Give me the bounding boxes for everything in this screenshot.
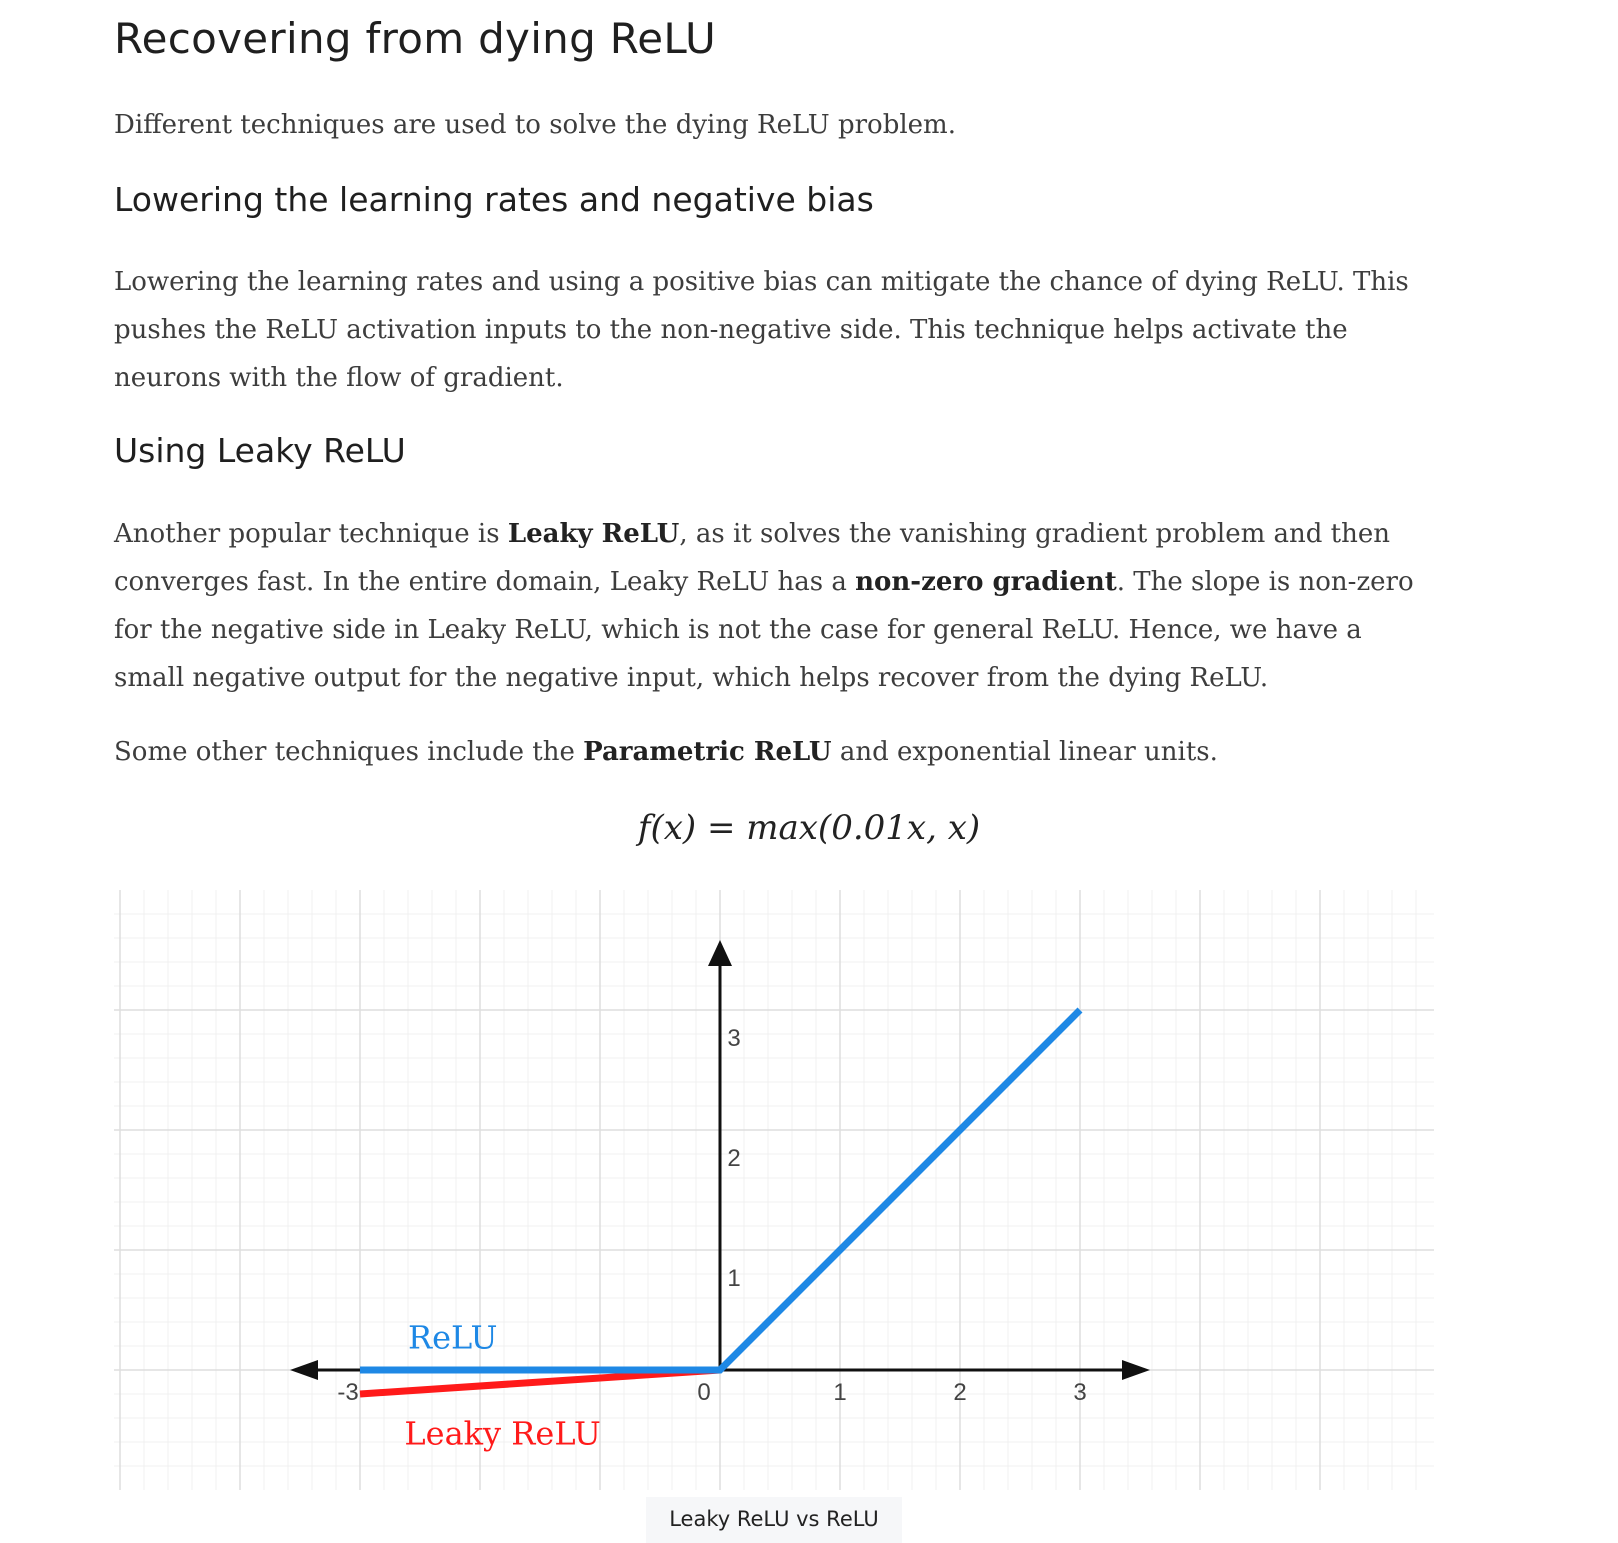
x-tick-label: 1	[833, 1379, 846, 1406]
non-zero-gradient-term: non-zero gradient	[855, 567, 1117, 597]
x-tick-label: -3	[337, 1379, 358, 1406]
chart-series	[359, 1007, 1083, 1398]
chart-tick-labels: -3 0 1 2 3 1 2 3	[337, 1025, 1086, 1406]
figure-caption: Leaky ReLU vs ReLU	[646, 1497, 902, 1543]
leaky-relu-paragraph: Another popular technique is Leaky ReLU,…	[114, 510, 1434, 702]
parametric-relu-term: Parametric ReLU	[583, 737, 832, 767]
page-title: Recovering from dying ReLU	[114, 14, 717, 63]
x-tick-label: 3	[1073, 1379, 1086, 1406]
leaky-relu-term: Leaky ReLU	[507, 519, 680, 549]
chart-series-labels: ReLU Leaky ReLU	[404, 1318, 600, 1452]
leaky-relu-formula: f(x) = max(0.01x, x)	[637, 808, 981, 848]
y-tick-label: 2	[727, 1145, 740, 1172]
y-tick-label: 3	[727, 1025, 740, 1052]
x-tick-label: 0	[697, 1379, 710, 1406]
intro-paragraph: Different techniques are used to solve t…	[114, 110, 956, 140]
chart-axes	[290, 940, 1150, 1380]
x-axis-arrow-right	[1122, 1360, 1150, 1380]
section-lowering-paragraph: Lowering the learning rates and using a …	[114, 267, 1409, 393]
leaky-relu-label: Leaky ReLU	[404, 1414, 600, 1452]
x-tick-label: 2	[953, 1379, 966, 1406]
series-line-relu	[360, 1007, 1083, 1374]
relu-chart: -3 0 1 2 3 1 2 3 ReLU Leaky ReLU	[114, 890, 1434, 1490]
leaky-text-1: Another popular technique is	[114, 519, 508, 549]
y-axis-arrow-up	[708, 940, 732, 966]
series-line-leaky-relu	[359, 1366, 721, 1398]
leaky-text-3: . The slope is non-zero for the negative…	[114, 567, 1414, 693]
leaky-text-2: , as it solves the vanishing gradient pr…	[114, 519, 1391, 597]
other-text-2: and exponential linear units.	[831, 737, 1218, 767]
chart-grid	[114, 890, 1434, 1490]
section-heading-lowering: Lowering the learning rates and negative…	[114, 180, 874, 219]
x-axis-arrow-left	[290, 1360, 318, 1380]
y-tick-label: 1	[727, 1265, 740, 1292]
other-text-1: Some other techniques include the	[114, 737, 584, 767]
section-heading-leaky: Using Leaky ReLU	[114, 431, 406, 470]
other-techniques-paragraph: Some other techniques include the Parame…	[114, 728, 1444, 776]
relu-label: ReLU	[408, 1318, 498, 1356]
